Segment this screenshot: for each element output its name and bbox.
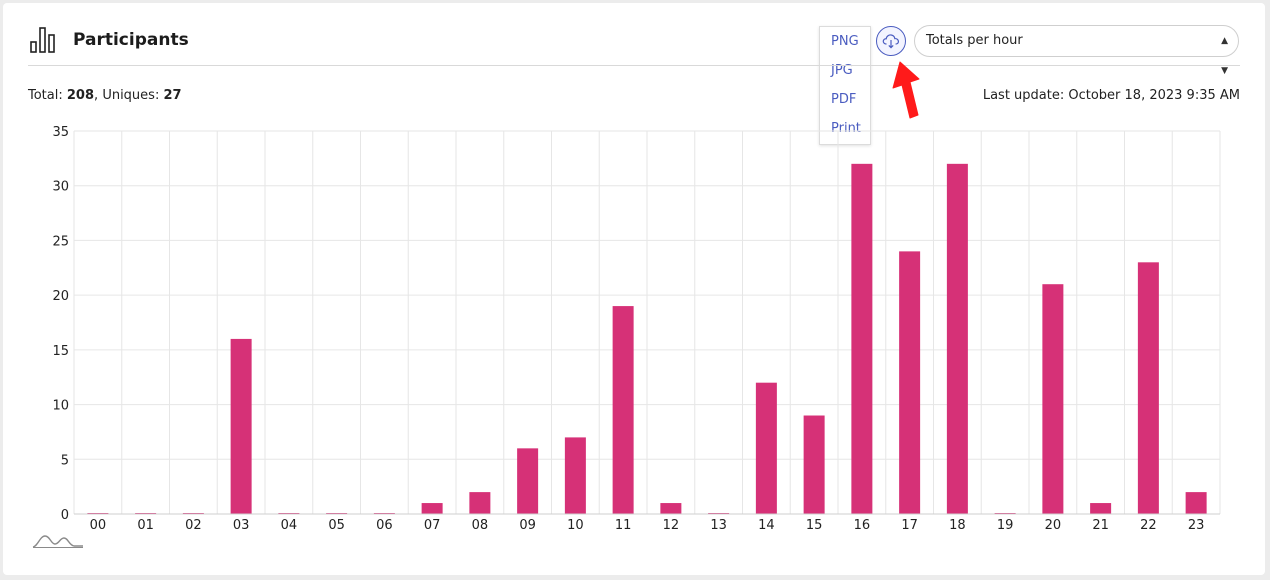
x-tick-label: 14 <box>758 518 775 533</box>
export-menu: PNG JPG PDF Print <box>819 26 871 145</box>
x-tick-label: 18 <box>949 518 966 533</box>
uniques-label: Uniques: <box>102 88 160 103</box>
y-tick-label: 5 <box>61 453 69 468</box>
x-tick-label: 16 <box>854 518 871 533</box>
download-button[interactable] <box>876 26 906 56</box>
bar-hour-12 <box>660 503 682 514</box>
y-tick-label: 15 <box>52 344 69 359</box>
bar-hour-16 <box>851 163 873 515</box>
y-tick-label: 35 <box>52 125 69 140</box>
bar-hour-09 <box>517 448 539 514</box>
x-tick-label: 07 <box>424 518 441 533</box>
x-tick-label: 09 <box>519 518 536 533</box>
bar-hour-08 <box>469 492 491 514</box>
x-tick-label: 15 <box>806 518 823 533</box>
export-jpg-item[interactable]: JPG <box>831 63 853 78</box>
bar-hour-07 <box>421 503 443 514</box>
cloud-download-icon <box>882 34 900 49</box>
bar-hour-23 <box>1185 492 1207 514</box>
total-value: 208 <box>66 88 95 103</box>
period-select-value: Totals per hour <box>926 33 1023 48</box>
x-tick-label: 06 <box>376 518 393 533</box>
bar-hour-21 <box>1090 503 1112 514</box>
x-tick-label: 11 <box>615 518 632 533</box>
stats-summary: Total: 208, Uniques: 27 <box>28 88 182 103</box>
bar-chart-icon <box>30 27 55 53</box>
export-png-item[interactable]: PNG <box>831 34 859 49</box>
x-tick-label: 21 <box>1092 518 1109 533</box>
bar-hour-18 <box>946 163 968 515</box>
bar-hour-15 <box>803 415 825 514</box>
y-tick-label: 20 <box>52 289 69 304</box>
uniques-value: 27 <box>163 88 182 103</box>
x-tick-label: 12 <box>663 518 680 533</box>
bar-hour-03 <box>230 338 252 514</box>
header-divider <box>28 65 1240 66</box>
x-tick-label: 03 <box>233 518 250 533</box>
annotation-arrow-icon <box>892 61 920 119</box>
bar-hour-10 <box>564 437 586 514</box>
x-tick-label: 02 <box>185 518 202 533</box>
y-tick-label: 30 <box>52 180 69 195</box>
export-pdf-item[interactable]: PDF <box>831 92 857 107</box>
y-tick-label: 10 <box>52 399 69 414</box>
total-label: Total: <box>28 88 63 103</box>
period-select[interactable]: Totals per hour ▲ ▼ <box>914 25 1239 76</box>
x-tick-label: 08 <box>472 518 489 533</box>
brand-logo-icon <box>32 535 83 548</box>
x-tick-label: 19 <box>997 518 1014 533</box>
x-tick-label: 13 <box>710 518 727 533</box>
x-tick-label: 01 <box>137 518 154 533</box>
page-title: Participants <box>73 30 189 50</box>
y-tick-label: 25 <box>52 234 69 249</box>
x-tick-label: 00 <box>90 518 107 533</box>
x-tick-label: 10 <box>567 518 584 533</box>
y-tick-label: 0 <box>61 508 69 523</box>
x-tick-label: 20 <box>1045 518 1062 533</box>
x-tick-label: 04 <box>281 518 298 533</box>
last-update: Last update: October 18, 2023 9:35 AM <box>982 88 1240 103</box>
bar-hour-14 <box>755 382 777 514</box>
select-caret-icon: ▲ ▼ <box>1221 36 1228 76</box>
x-tick-label: 22 <box>1140 518 1157 533</box>
bar-hour-20 <box>1042 284 1064 514</box>
stats-separator: , <box>94 88 99 103</box>
x-tick-label: 17 <box>901 518 918 533</box>
bar-hour-17 <box>899 251 921 514</box>
x-tick-label: 23 <box>1188 518 1205 533</box>
x-tick-label: 05 <box>328 518 345 533</box>
bar-hour-22 <box>1137 262 1159 514</box>
bar-hour-11 <box>612 306 634 514</box>
